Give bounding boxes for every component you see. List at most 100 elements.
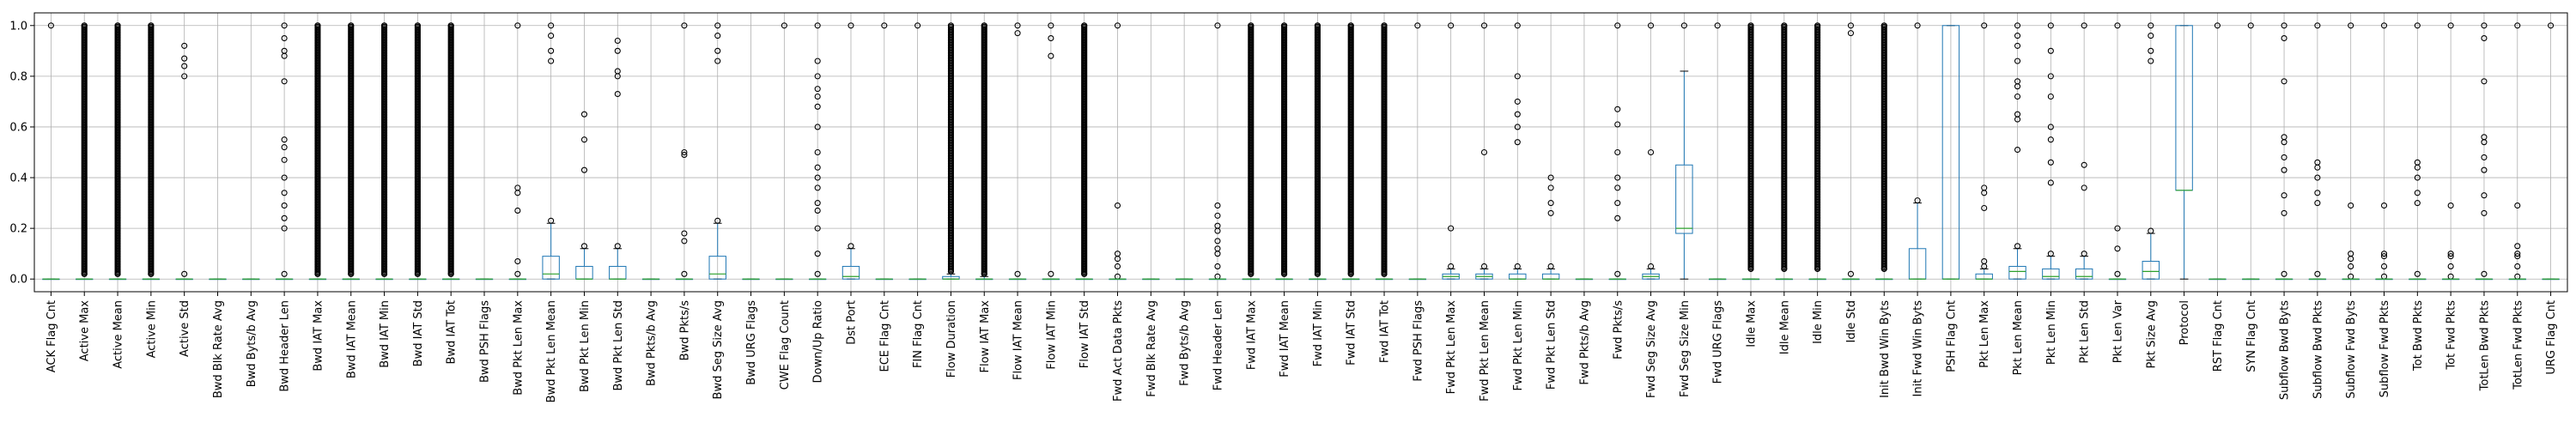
grid-lines bbox=[34, 13, 2567, 292]
x-tick-label: Pkt Size Avg bbox=[2145, 300, 2158, 369]
outlier-point bbox=[814, 22, 821, 29]
box-series bbox=[142, 22, 161, 281]
outlier-point bbox=[548, 57, 555, 64]
x-tick-label: Bwd Pkts/b Avg bbox=[646, 300, 659, 386]
outlier-point bbox=[881, 22, 888, 29]
box-series bbox=[875, 22, 894, 281]
box-series bbox=[1775, 22, 1794, 281]
x-tick-label: Bwd PSH Flags bbox=[479, 300, 492, 383]
y-tick-label: 0.2 bbox=[9, 223, 27, 236]
box-series bbox=[1275, 22, 1293, 281]
x-tick-label: Bwd Pkt Len Mean bbox=[545, 300, 558, 402]
box-series bbox=[1908, 22, 1927, 280]
outlier-point bbox=[281, 22, 288, 29]
outlier-point bbox=[681, 230, 688, 237]
box-series bbox=[1142, 278, 1160, 281]
outlier-point bbox=[2281, 22, 2287, 29]
outlier-column bbox=[381, 22, 388, 277]
outlier-point bbox=[714, 33, 721, 39]
outlier-point bbox=[681, 238, 688, 245]
outlier-point bbox=[614, 37, 621, 45]
outlier-point bbox=[281, 190, 288, 196]
outlier-point bbox=[1614, 148, 1621, 156]
outlier-point bbox=[148, 22, 155, 29]
box-series bbox=[342, 22, 360, 281]
outlier-point bbox=[1547, 184, 1554, 191]
outlier-point bbox=[1747, 22, 1754, 29]
outlier-point bbox=[814, 73, 821, 80]
x-tick-label: Subflow Fwd Pkts bbox=[2379, 300, 2391, 398]
iqr-box bbox=[708, 256, 726, 280]
x-tick-label: Tot Bwd Pkts bbox=[2412, 300, 2425, 372]
outlier-point bbox=[2047, 73, 2054, 80]
outlier-point bbox=[814, 93, 821, 100]
outlier-point bbox=[2414, 22, 2421, 29]
x-tick-label: Subflow Bwd Byts bbox=[2279, 300, 2292, 400]
box-series bbox=[1442, 22, 1460, 280]
outlier-point bbox=[2447, 22, 2454, 29]
outlier-point bbox=[1981, 184, 1988, 191]
x-tick-label: Fwd Pkt Len Std bbox=[1546, 300, 1558, 390]
box-series bbox=[641, 278, 660, 281]
box-series bbox=[1175, 278, 1194, 281]
outlier-point bbox=[2447, 253, 2454, 260]
outlier-point bbox=[1614, 121, 1621, 128]
outlier-point bbox=[2281, 192, 2287, 199]
outlier-point bbox=[2281, 270, 2287, 277]
box-series bbox=[409, 22, 427, 281]
x-tick-label: Bwd IAT Mean bbox=[345, 300, 358, 378]
outlier-point bbox=[1448, 22, 1455, 29]
outlier-point bbox=[1214, 212, 1221, 219]
outlier-point bbox=[614, 68, 621, 75]
outlier-point bbox=[2114, 245, 2121, 252]
outlier-point bbox=[414, 22, 421, 29]
x-tick-label: CWE Flag Count bbox=[779, 300, 792, 390]
outlier-point bbox=[2047, 22, 2054, 29]
x-tick-label: ACK Flag Cnt bbox=[46, 300, 58, 372]
box-series bbox=[2375, 22, 2393, 281]
outlier-point bbox=[1614, 270, 1621, 277]
x-tick-label: Bwd IAT Min bbox=[379, 300, 392, 368]
outlier-point bbox=[2414, 174, 2421, 181]
outlier-point bbox=[1981, 204, 1988, 212]
outlier-point bbox=[2081, 184, 2087, 191]
iqr-box bbox=[2008, 265, 2026, 280]
box-series bbox=[475, 278, 494, 281]
x-tick-label: Fwd Header Len bbox=[1212, 300, 1224, 390]
y-tick-label: 0.6 bbox=[9, 121, 27, 134]
outlier-point bbox=[2481, 78, 2488, 85]
outlier-point bbox=[2014, 93, 2021, 100]
x-tick-label: SYN Flag Cnt bbox=[2245, 300, 2258, 372]
x-tick-label: Fwd Pkt Len Min bbox=[1512, 300, 1525, 391]
x-tick-label: Flow IAT Max bbox=[979, 300, 992, 373]
outlier-point bbox=[1214, 222, 1221, 229]
outlier-point bbox=[1381, 22, 1388, 29]
outlier-point bbox=[1614, 184, 1621, 191]
box-series bbox=[1875, 22, 1893, 281]
outlier-point bbox=[1914, 22, 1921, 29]
x-tick-label: Flow IAT Std bbox=[1078, 300, 1091, 368]
outlier-point bbox=[181, 42, 188, 49]
outlier-point bbox=[548, 47, 555, 54]
box-series bbox=[242, 278, 260, 281]
outlier-column bbox=[981, 22, 987, 277]
iqr-box bbox=[2075, 268, 2093, 280]
outlier-point bbox=[2314, 174, 2321, 181]
box-series bbox=[2175, 25, 2193, 280]
box-series bbox=[1242, 22, 1260, 281]
x-tick-label: Fwd PSH Flags bbox=[1412, 300, 1425, 382]
outlier-point bbox=[1648, 148, 1655, 156]
y-axis: 0.0 0.2 0.4 0.6 0.8 1.0 bbox=[9, 20, 34, 287]
outlier-point bbox=[2014, 146, 2021, 154]
outlier-point bbox=[814, 103, 821, 110]
outlier-point bbox=[1081, 22, 1088, 29]
x-tick-label: Bwd IAT Tot bbox=[446, 300, 459, 365]
x-tick-label: TotLen Fwd Pkts bbox=[2512, 300, 2524, 390]
outlier-point bbox=[1347, 22, 1354, 29]
x-tick-label: Pkt Len Max bbox=[1978, 300, 1991, 368]
outlier-point bbox=[1614, 106, 1621, 112]
x-tick-label: Bwd Pkt Len Std bbox=[612, 300, 625, 391]
outlier-point bbox=[1514, 73, 1521, 80]
outlier-point bbox=[1514, 22, 1521, 29]
outlier-point bbox=[714, 47, 721, 54]
